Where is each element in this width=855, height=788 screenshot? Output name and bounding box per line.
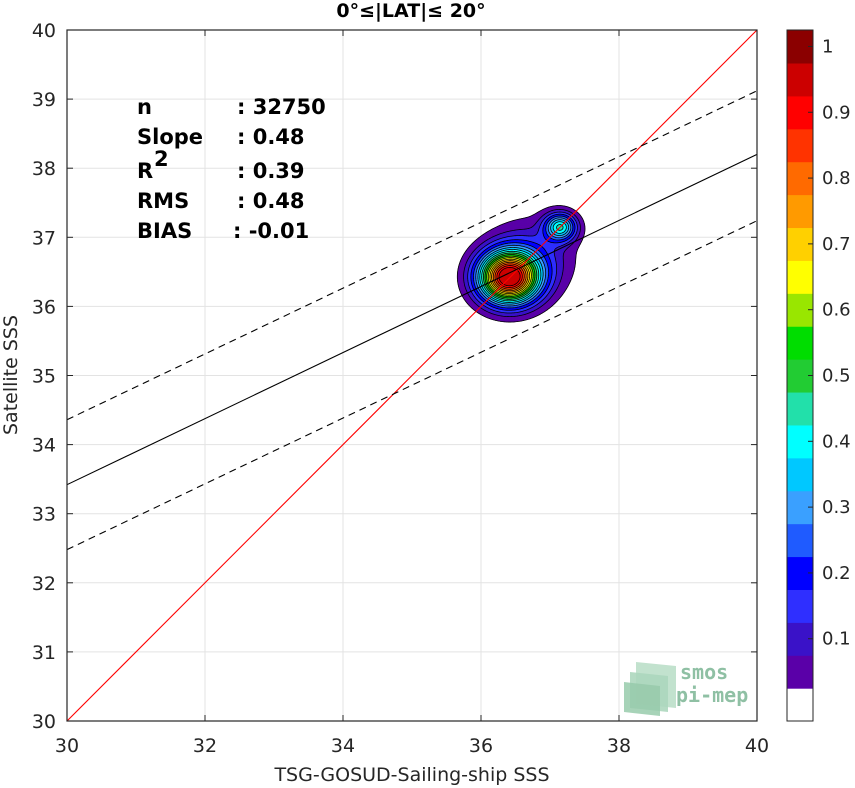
line-fit-rms bbox=[67, 90, 757, 421]
x-axis-ticks: 30 32 34 36 38 40 bbox=[55, 30, 769, 757]
y-tick-label: 35 bbox=[32, 366, 56, 388]
colorbar-band bbox=[787, 194, 813, 229]
stat-r2-value: : 0.39 bbox=[237, 159, 305, 183]
x-tick-label: 36 bbox=[469, 735, 493, 757]
stat-bias-value: : -0.01 bbox=[233, 219, 309, 243]
logo-text-line2: pi-mep bbox=[676, 683, 748, 707]
contour-line bbox=[496, 265, 523, 288]
x-tick-label: 32 bbox=[193, 735, 217, 757]
y-tick-label: 36 bbox=[32, 296, 56, 318]
contour-line bbox=[489, 258, 531, 295]
y-tick-label: 39 bbox=[32, 89, 56, 111]
colorbar-band bbox=[787, 655, 813, 689]
colorbar-tick-label: 0.5 bbox=[822, 366, 851, 387]
colorbar bbox=[787, 30, 813, 722]
smos-pi-mep-logo: smos pi-mep bbox=[624, 660, 748, 716]
colorbar-band bbox=[787, 128, 813, 163]
colorbar-band bbox=[787, 391, 813, 426]
x-tick-label: 38 bbox=[607, 735, 631, 757]
y-tick-label: 40 bbox=[32, 20, 56, 42]
contour-line bbox=[467, 211, 578, 314]
colorbar-tick-label: 0.6 bbox=[822, 300, 851, 321]
colorbar-tick-label: 0.2 bbox=[822, 563, 851, 584]
y-tick-label: 38 bbox=[32, 158, 56, 180]
x-tick-label: 34 bbox=[331, 735, 355, 757]
stat-slope-label: Slope bbox=[137, 125, 203, 149]
stat-rms-label: RMS bbox=[137, 189, 189, 213]
contour-line bbox=[470, 213, 576, 311]
colorbar-band bbox=[787, 523, 813, 558]
contour-line bbox=[456, 205, 586, 323]
stat-r2-label: R bbox=[137, 159, 153, 183]
y-tick-label: 32 bbox=[32, 573, 56, 595]
y-tick-label: 34 bbox=[32, 435, 56, 457]
colorbar-tick-label: 0.1 bbox=[822, 629, 851, 650]
stat-slope-value: : 0.48 bbox=[237, 125, 305, 149]
contour-line bbox=[477, 219, 570, 305]
contour-line bbox=[484, 254, 536, 299]
colorbar-band bbox=[787, 457, 813, 492]
stat-rms-value: : 0.48 bbox=[237, 189, 305, 213]
line-fit-rms bbox=[67, 220, 757, 551]
chart-title: 0°≤|LAT|≤ 20° bbox=[336, 0, 485, 22]
colorbar-tick-label: 0.7 bbox=[822, 234, 851, 255]
logo-text-line1: smos bbox=[680, 660, 728, 684]
colorbar-ticks: 0.1 0.2 0.3 0.4 0.5 0.6 0.7 0.8 0.9 1 bbox=[808, 36, 851, 650]
y-axis-ticks: 30 31 32 33 34 35 36 37 38 39 40 bbox=[32, 20, 757, 733]
line-fit bbox=[67, 153, 757, 486]
colorbar-band bbox=[787, 326, 813, 360]
y-tick-label: 31 bbox=[32, 642, 56, 664]
x-tick-label: 40 bbox=[745, 735, 769, 757]
x-tick-label: 30 bbox=[55, 735, 79, 757]
colorbar-tick-label: 0.9 bbox=[822, 102, 851, 123]
stat-n-value: : 32750 bbox=[237, 95, 326, 119]
contour-line bbox=[479, 221, 567, 303]
y-tick-label: 30 bbox=[32, 711, 56, 733]
stat-n-label: n bbox=[137, 95, 152, 119]
colorbar-tick-label: 0.3 bbox=[822, 497, 851, 518]
stats-box: n : 32750 Slope : 0.48 R 2 : 0.39 RMS : … bbox=[137, 95, 326, 243]
y-tick-label: 37 bbox=[32, 227, 56, 249]
x-axis-label: TSG-GOSUD-Sailing-ship SSS bbox=[273, 764, 549, 786]
colorbar-band bbox=[787, 62, 813, 97]
colorbar-tick-label: 0.4 bbox=[822, 431, 851, 452]
stat-bias-label: BIAS bbox=[137, 219, 192, 243]
contour-line bbox=[475, 217, 572, 307]
logo-graphic bbox=[624, 662, 676, 716]
colorbar-tick-label: 0.8 bbox=[822, 168, 851, 189]
y-tick-label: 33 bbox=[32, 504, 56, 526]
contour-line bbox=[463, 209, 581, 317]
reference-lines bbox=[67, 30, 757, 721]
colorbar-tick-label: 1 bbox=[822, 36, 833, 57]
y-axis-label: Satellite SSS bbox=[0, 315, 22, 435]
stat-r2-superscript: 2 bbox=[154, 147, 169, 171]
colorbar-band bbox=[787, 589, 813, 623]
contour-line bbox=[473, 215, 574, 309]
colorbar-band bbox=[787, 260, 813, 294]
colorbar-band bbox=[787, 688, 813, 722]
contour-line bbox=[481, 224, 564, 302]
